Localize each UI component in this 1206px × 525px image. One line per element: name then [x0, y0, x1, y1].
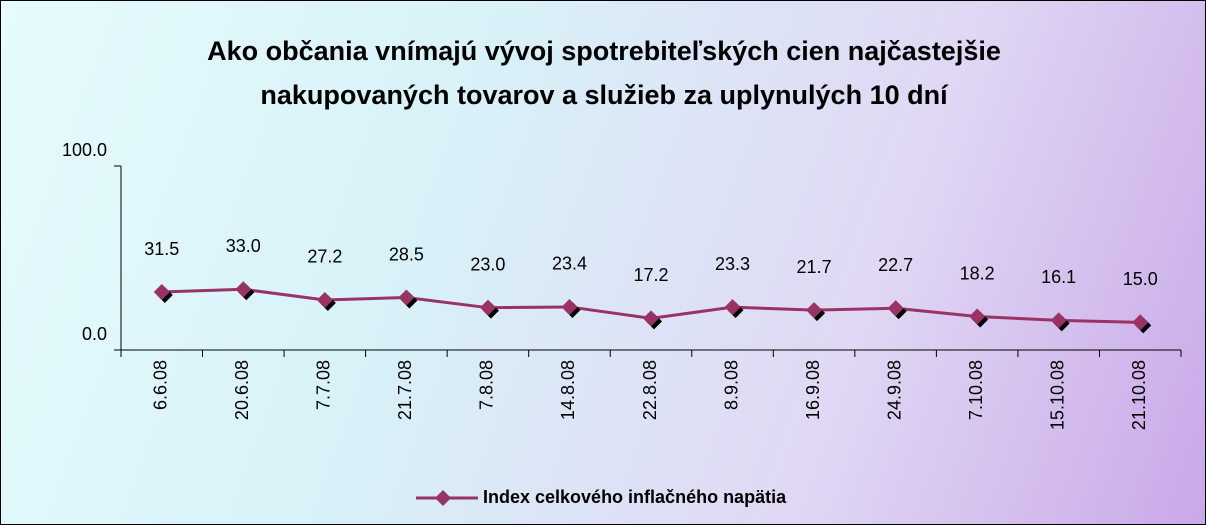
y-tick-label: 100.0: [62, 140, 107, 160]
marker: [479, 299, 496, 316]
marker: [316, 291, 333, 308]
data-label: 27.2: [307, 247, 342, 267]
marker: [887, 300, 904, 317]
x-tick-label: 21.10.08: [1129, 360, 1149, 430]
data-label: 22.7: [878, 255, 913, 275]
data-label: 16.1: [1041, 267, 1076, 287]
marker: [1132, 314, 1149, 331]
data-label: 21.7: [797, 257, 832, 277]
y-tick-label: 0.0: [82, 324, 107, 344]
legend-marker: [435, 490, 451, 506]
marker: [561, 298, 578, 315]
data-label: 23.3: [715, 254, 750, 274]
marker: [806, 302, 823, 319]
marker: [643, 310, 659, 327]
data-label: 23.0: [470, 254, 505, 274]
x-tick-label: 24.9.08: [884, 360, 904, 420]
data-label: 18.2: [960, 263, 995, 283]
x-tick-label: 7.10.08: [966, 360, 986, 420]
x-tick-label: 6.6.08: [151, 360, 171, 410]
marker: [724, 299, 741, 316]
x-tick-label: 21.7.08: [395, 360, 415, 420]
x-tick-label: 20.6.08: [232, 360, 252, 420]
x-tick-label: 15.10.08: [1047, 360, 1067, 430]
data-label: 23.4: [552, 254, 587, 274]
x-tick-label: 8.9.08: [721, 360, 741, 410]
data-label: 28.5: [389, 244, 424, 264]
x-tick-label: 14.8.08: [558, 360, 578, 420]
data-label: 15.0: [1123, 269, 1158, 289]
chart-title: Ako občania vnímajú vývoj spotrebiteľský…: [207, 36, 1001, 110]
data-label: 33.0: [226, 236, 261, 256]
marker: [969, 308, 986, 325]
x-tick-label: 7.7.08: [314, 360, 334, 410]
marker: [398, 289, 415, 306]
data-label: 17.2: [633, 265, 668, 285]
x-tick-label: 7.8.08: [477, 360, 497, 410]
marker: [1050, 312, 1067, 329]
legend-label: Index celkového inflačného napätia: [483, 487, 787, 507]
marker: [235, 281, 252, 298]
x-tick-label: 22.8.08: [640, 360, 660, 420]
marker: [153, 284, 170, 301]
data-label: 31.5: [144, 239, 179, 259]
x-tick-label: 16.9.08: [803, 360, 823, 420]
